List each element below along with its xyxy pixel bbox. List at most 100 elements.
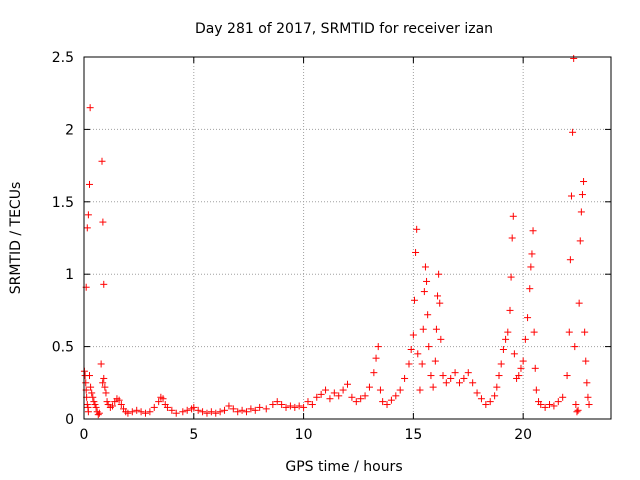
data-point xyxy=(374,343,382,351)
data-point xyxy=(94,411,102,419)
x-axis-title: GPS time / hours xyxy=(285,459,402,475)
data-point xyxy=(90,398,98,406)
data-point xyxy=(99,218,107,226)
data-point xyxy=(117,401,125,409)
data-point xyxy=(435,270,443,278)
data-point xyxy=(335,392,343,400)
data-point xyxy=(531,364,539,372)
x-tick-label: 5 xyxy=(189,427,198,443)
y-tick-label: 0.5 xyxy=(52,340,74,356)
data-point xyxy=(482,401,490,409)
data-point xyxy=(401,374,409,382)
data-point xyxy=(85,372,93,380)
data-points xyxy=(80,54,593,419)
data-point xyxy=(409,331,417,339)
x-tick-label: 0 xyxy=(80,427,89,443)
data-point xyxy=(529,227,537,235)
data-point xyxy=(502,335,510,343)
data-point xyxy=(573,408,581,416)
data-point xyxy=(229,405,237,413)
data-point xyxy=(431,357,439,365)
data-point xyxy=(537,401,545,409)
y-tick-label: 1.5 xyxy=(52,195,74,211)
data-point xyxy=(565,328,573,336)
data-point xyxy=(546,401,554,409)
data-point xyxy=(179,408,187,416)
data-point xyxy=(410,296,418,304)
data-point xyxy=(504,328,512,336)
data-point xyxy=(575,299,583,307)
data-point xyxy=(515,372,523,380)
data-point xyxy=(563,372,571,380)
y-tick-label: 2.5 xyxy=(52,50,74,66)
data-point xyxy=(86,104,94,112)
data-point xyxy=(524,314,532,322)
data-point xyxy=(291,403,299,411)
data-point xyxy=(322,386,330,394)
data-point xyxy=(172,409,180,417)
data-point xyxy=(137,408,145,416)
data-point xyxy=(141,409,149,417)
data-point xyxy=(183,406,191,414)
chart-title: Day 281 of 2017, SRMTID for receiver iza… xyxy=(195,21,493,37)
data-point xyxy=(416,386,424,394)
data-point xyxy=(242,408,250,416)
x-tick-label: 15 xyxy=(404,427,422,443)
data-point xyxy=(437,335,445,343)
data-point xyxy=(541,403,549,411)
data-point xyxy=(348,393,356,401)
data-point xyxy=(567,192,575,200)
data-point xyxy=(83,224,91,232)
data-point xyxy=(115,396,123,404)
data-point xyxy=(414,350,422,358)
data-point xyxy=(412,248,420,256)
data-point xyxy=(425,343,433,351)
data-point xyxy=(82,379,90,387)
data-point xyxy=(566,256,574,264)
data-point xyxy=(532,386,540,394)
data-point xyxy=(308,401,316,409)
data-point xyxy=(509,212,517,220)
y-axis-title: SRMTID / TECUs xyxy=(8,182,24,295)
data-point xyxy=(584,393,592,401)
data-point xyxy=(194,406,202,414)
data-point xyxy=(429,383,437,391)
data-point xyxy=(379,398,387,406)
data-point xyxy=(150,403,158,411)
data-point xyxy=(554,398,562,406)
data-point xyxy=(376,386,384,394)
data-point xyxy=(146,408,154,416)
data-point xyxy=(89,393,97,401)
data-point xyxy=(109,402,117,410)
data-point xyxy=(98,157,106,165)
data-point xyxy=(519,357,527,365)
data-point xyxy=(473,389,481,397)
data-point xyxy=(207,408,215,416)
data-point xyxy=(295,402,303,410)
data-point xyxy=(530,328,538,336)
data-point xyxy=(304,398,312,406)
data-point xyxy=(486,398,494,406)
data-point xyxy=(216,408,224,416)
data-point xyxy=(528,250,536,258)
data-point xyxy=(506,306,514,314)
data-point xyxy=(357,395,365,403)
data-point xyxy=(317,390,325,398)
data-point xyxy=(550,402,558,410)
data-point xyxy=(365,383,373,391)
data-point xyxy=(330,389,338,397)
data-point xyxy=(278,401,286,409)
data-point xyxy=(100,374,108,382)
data-point xyxy=(212,409,220,417)
data-point xyxy=(273,398,281,406)
y-axis: 0 0.5 1 1.5 2 2.5 xyxy=(52,50,611,428)
data-point xyxy=(95,409,103,417)
data-point xyxy=(493,383,501,391)
data-point xyxy=(455,379,463,387)
data-point xyxy=(238,406,246,414)
data-point xyxy=(583,379,591,387)
data-point xyxy=(163,403,171,411)
data-point xyxy=(585,401,593,409)
data-point xyxy=(352,398,360,406)
